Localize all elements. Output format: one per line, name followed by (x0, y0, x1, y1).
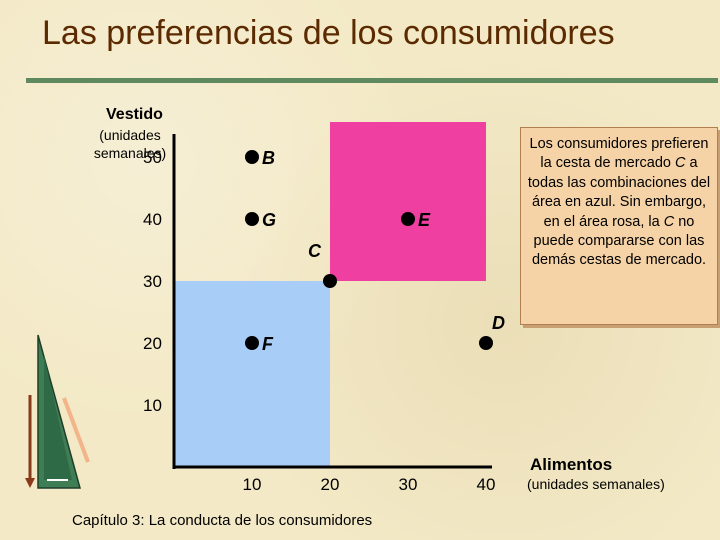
x-tick-label: 40 (477, 475, 496, 494)
point-D (479, 336, 493, 350)
point-C (323, 274, 337, 288)
point-label-G: G (262, 210, 276, 230)
region-blue (174, 281, 330, 467)
point-F (245, 336, 259, 350)
x-axis-subtitle: (unidades semanales) (527, 476, 665, 492)
y-axis-subtitle: (unidades semanales) (93, 127, 167, 161)
slide-title: Las preferencias de los consumidores (42, 14, 615, 52)
point-B (245, 150, 259, 164)
note-emphasis-1: C (675, 155, 686, 172)
point-label-D: D (492, 313, 505, 333)
y-tick-label: 30 (143, 272, 162, 291)
point-E (401, 212, 415, 226)
x-axis-title: Alimentos (530, 455, 613, 474)
ruler-triangle-icon (25, 334, 90, 489)
note-text-2: a todas las combinaciones del área en az… (527, 155, 711, 230)
x-tick-label: 10 (243, 475, 262, 494)
point-label-B: B (262, 148, 275, 168)
note-emphasis-2: C (663, 213, 675, 230)
y-tick-label: 50 (143, 148, 162, 167)
point-label-E: E (418, 210, 431, 230)
y-axis-title: Vestido (106, 106, 163, 123)
point-label-F: F (262, 334, 274, 354)
point-label-C: C (308, 241, 322, 261)
x-tick-label: 20 (321, 475, 340, 494)
point-G (245, 212, 259, 226)
y-tick-label: 20 (143, 334, 162, 353)
note-text-1: Los consumidores prefieren la cesta de m… (529, 136, 709, 172)
footer-text: Capítulo 3: La conducta de los consumido… (72, 512, 373, 529)
explanation-note: Los consumidores prefieren la cesta de m… (520, 127, 718, 325)
y-tick-label: 40 (143, 210, 162, 229)
note-text-3: no puede compararse con las demás cestas… (531, 213, 707, 269)
y-tick-label: 10 (143, 396, 162, 415)
x-tick-label: 30 (399, 475, 418, 494)
region-pink (330, 122, 486, 281)
title-rule (26, 78, 718, 83)
